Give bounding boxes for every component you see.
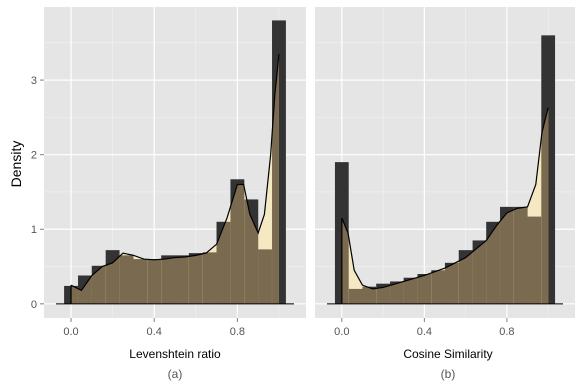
panel-a-y-tick-label: 1 [31, 224, 37, 236]
panel-b-overlap-group [341, 107, 549, 304]
panel-a-overlap-bar [216, 221, 231, 304]
panel-a-overlap-bar [133, 259, 148, 304]
panel-b-overlap-bar [403, 277, 418, 304]
panel-a-x-title: Levenshtein ratio [129, 347, 221, 361]
panel-a-x-tick-label: 0.8 [230, 326, 245, 338]
panel-b-x-tick-label: 0.8 [499, 326, 514, 338]
panel-b: 0.0 0.4 0.8 Cosine Similarity (b) [315, 7, 575, 381]
panel-b-caption: (b) [441, 367, 456, 381]
panel-b-overlap-bar [431, 270, 446, 304]
panel-b-density-line [341, 107, 549, 290]
panel-b-overlap-bar [458, 250, 473, 304]
panel-b-overlap-bar [444, 262, 459, 304]
panel-a-density-line [70, 53, 280, 292]
panel-b-overlap-bar [390, 281, 404, 304]
panel-a-overlap-bar [230, 179, 245, 304]
panel-a-overlap-bar [161, 255, 176, 304]
panel-b-x-tick-label: 0.4 [417, 326, 432, 338]
panel-b-overlap-bar [500, 206, 514, 304]
panel-b-overlap-bar [472, 240, 487, 304]
panel-a-y-tick-label: 2 [31, 150, 37, 162]
panel-a-overlap-bar [174, 255, 189, 304]
panel-b-overlap-bar [417, 273, 432, 304]
panel-a-overlap-bar [71, 285, 78, 304]
panel-b-overlap-bar [341, 162, 349, 304]
panel-a-y-tick-label: 3 [31, 75, 37, 87]
panel-a-overlap-bar [188, 253, 203, 304]
panel-a-overlap-bar [147, 259, 162, 304]
panel-b-overlap-bar [348, 288, 363, 304]
panel-b-x-tick-label: 0.0 [334, 326, 349, 338]
panel-b-overlap-bar [486, 221, 500, 304]
panel-a-overlap-bar [258, 249, 272, 304]
panel-b-overlap-bar [362, 286, 377, 304]
panel-a-caption: (a) [168, 367, 183, 381]
panel-b-overlap-bar [541, 107, 549, 304]
panel-a-y-tick-label: 0 [31, 299, 37, 311]
panel-a-x-tick-label: 0.0 [63, 326, 78, 338]
panel-b-overlap-bar [513, 206, 528, 304]
panel-b-overlap-bar [376, 283, 390, 304]
panel-b-x-title: Cosine Similarity [403, 347, 492, 361]
panel-a-overlap-bar [272, 53, 279, 304]
panel-a-overlap-bar [119, 255, 134, 304]
panel-a: 0.0 0.4 0.8 0 1 2 3 Levenshtein ratio (a) [31, 7, 306, 381]
panel-a-overlap-bar [91, 265, 106, 304]
panel-a-overlap-bar [202, 252, 217, 304]
panel-b-overlap-bar [527, 216, 542, 304]
panel-a-x-tick-label: 0.4 [147, 326, 162, 338]
y-axis-title: Density [8, 141, 24, 188]
